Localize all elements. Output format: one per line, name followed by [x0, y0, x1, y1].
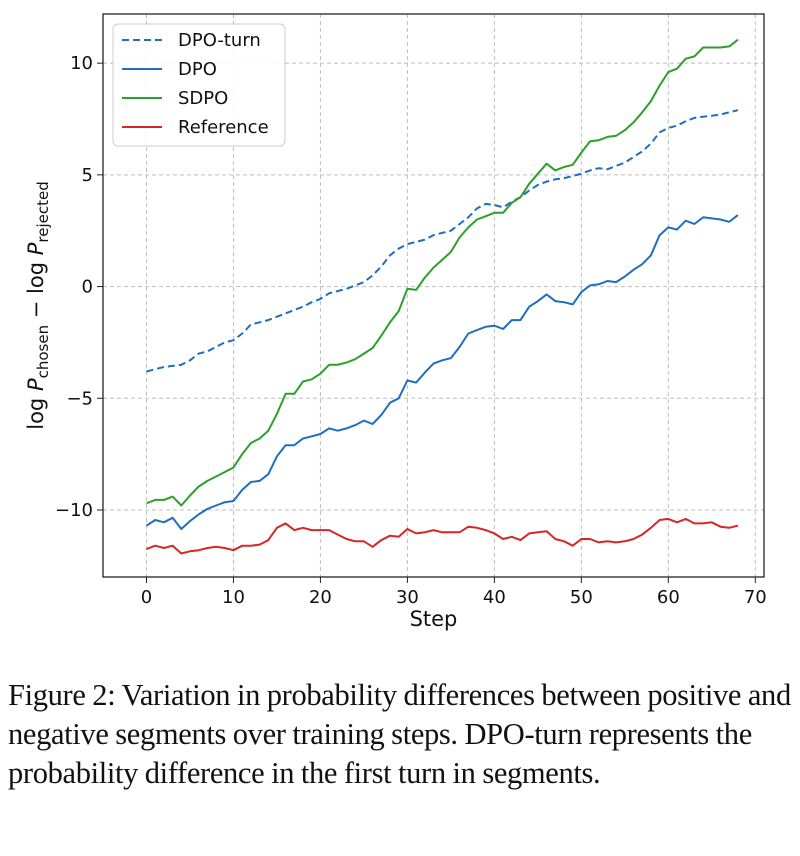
chart: 0 10 20 30 40 50 60 70 −10 −5 0 5 10 Step log Pchose… [24, 13, 767, 631]
y-axis-label: log Pchosen − log Prejected [24, 181, 52, 430]
x-tick-label: 10 [222, 587, 245, 608]
series-line-dpo-turn [146, 109, 739, 373]
y-tick-label: −5 [66, 388, 93, 409]
y-label-sub-rejected: rejected [34, 181, 52, 242]
series-line-dpo [145, 214, 739, 530]
series-lines [145, 38, 739, 555]
x-tick-label: 40 [483, 587, 506, 608]
x-tick-label: 60 [657, 587, 680, 608]
x-axis-label: Step [410, 607, 458, 631]
y-tick-label: 5 [82, 165, 93, 186]
figure-caption: Figure 2: Variation in probability diffe… [8, 678, 791, 790]
x-tick-label: 0 [141, 587, 152, 608]
legend-label-reference: Reference [178, 117, 269, 138]
legend-box [112, 23, 286, 147]
plot-frame [102, 13, 765, 578]
legend-item-dpo-turn: DPO-turn [122, 30, 261, 51]
y-tick-label: 0 [82, 277, 93, 298]
series-line-sdpo [146, 38, 739, 507]
legend-item-sdpo: SDPO [122, 88, 228, 109]
legend-label-dpo: DPO [178, 59, 217, 80]
y-tick-label: 10 [70, 53, 93, 74]
y-label-p2: P [24, 242, 48, 255]
y-tick-label: −10 [55, 500, 93, 521]
x-tick-label: 20 [309, 587, 332, 608]
y-label-p1: P [24, 378, 48, 391]
series-line-reference [146, 517, 739, 555]
legend-item-reference: Reference [122, 117, 269, 138]
legend-item-dpo: DPO [122, 59, 217, 80]
x-tick-label: 30 [396, 587, 419, 608]
legend-label-sdpo: SDPO [178, 88, 228, 109]
x-tick-label: 50 [570, 587, 593, 608]
legend-label-dpo-turn: DPO-turn [178, 30, 261, 51]
legend: DPO-turn DPO SDPO Reference [112, 23, 286, 147]
y-label-minus-log: − log [24, 255, 48, 325]
x-tick-label: 70 [744, 587, 767, 608]
y-label-sub-chosen: chosen [34, 325, 52, 378]
axis-ticks: 0 10 20 30 40 50 60 70 −10 −5 0 5 10 [55, 53, 767, 608]
y-label-log1: log [24, 391, 48, 430]
